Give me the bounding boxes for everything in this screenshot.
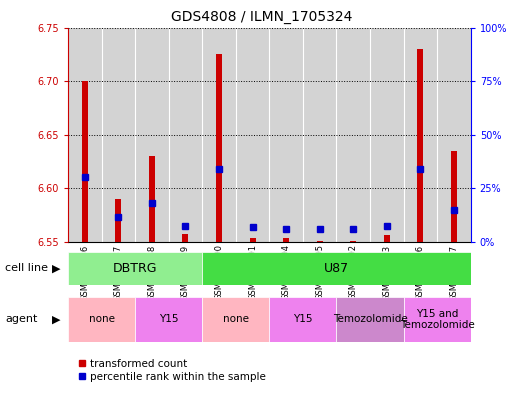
- Bar: [303, 28, 336, 242]
- Bar: [236, 28, 269, 242]
- Bar: [68, 252, 202, 285]
- Legend: transformed count, percentile rank within the sample: transformed count, percentile rank withi…: [73, 354, 270, 386]
- Bar: [82, 81, 88, 242]
- Bar: [437, 28, 471, 242]
- Text: cell line: cell line: [5, 263, 48, 273]
- Bar: [417, 49, 424, 242]
- Bar: [202, 28, 236, 242]
- Text: agent: agent: [5, 314, 38, 324]
- Bar: [135, 297, 202, 342]
- Bar: [384, 235, 390, 242]
- Bar: [283, 239, 289, 242]
- Bar: [269, 297, 336, 342]
- Bar: [115, 199, 121, 242]
- Bar: [350, 241, 356, 242]
- Bar: [404, 28, 437, 242]
- Bar: [216, 54, 222, 242]
- Text: ▶: ▶: [52, 314, 60, 324]
- Bar: [404, 297, 471, 342]
- Bar: [202, 252, 471, 285]
- Bar: [451, 151, 457, 242]
- Bar: [202, 297, 269, 342]
- Text: Y15 and
Temozolomide: Y15 and Temozolomide: [400, 309, 474, 330]
- Bar: [183, 234, 188, 242]
- Text: Y15: Y15: [159, 314, 178, 324]
- Text: none: none: [223, 314, 249, 324]
- Bar: [168, 28, 202, 242]
- Bar: [135, 28, 168, 242]
- Bar: [249, 239, 256, 242]
- Text: none: none: [88, 314, 115, 324]
- Bar: [370, 28, 404, 242]
- Text: ▶: ▶: [52, 263, 60, 273]
- Bar: [269, 28, 303, 242]
- Text: U87: U87: [324, 262, 349, 275]
- Text: GDS4808 / ILMN_1705324: GDS4808 / ILMN_1705324: [171, 10, 352, 24]
- Bar: [68, 297, 135, 342]
- Bar: [101, 28, 135, 242]
- Bar: [336, 297, 404, 342]
- Bar: [336, 28, 370, 242]
- Bar: [149, 156, 155, 242]
- Text: DBTRG: DBTRG: [113, 262, 157, 275]
- Text: Y15: Y15: [293, 314, 313, 324]
- Bar: [316, 241, 323, 242]
- Bar: [68, 28, 101, 242]
- Text: Temozolomide: Temozolomide: [333, 314, 407, 324]
